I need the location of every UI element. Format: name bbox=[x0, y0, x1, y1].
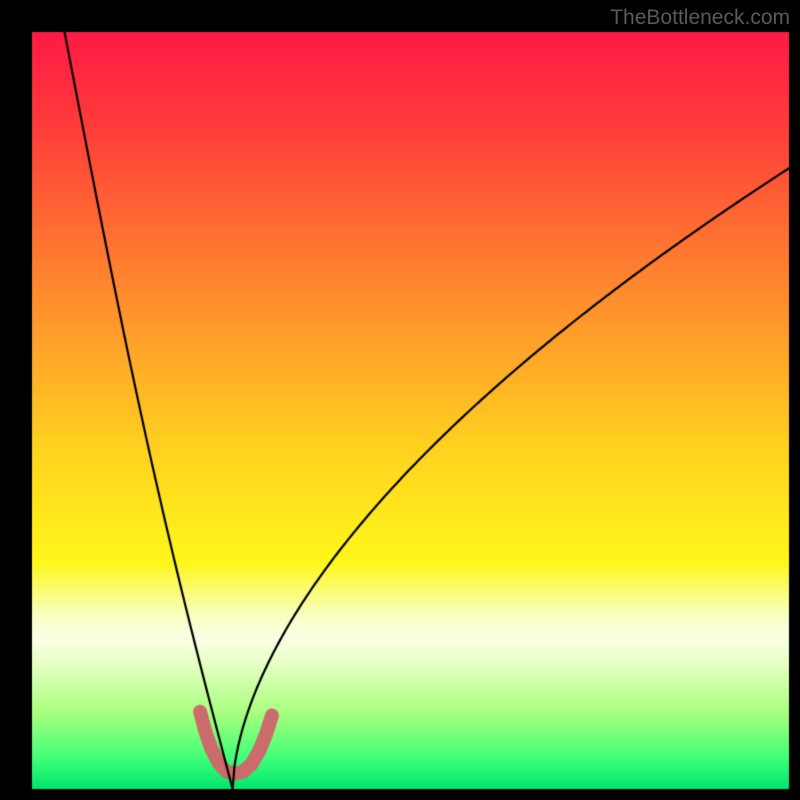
bottleneck-chart-canvas bbox=[0, 0, 800, 800]
watermark-text: TheBottleneck.com bbox=[610, 6, 790, 30]
chart-container: TheBottleneck.com bbox=[0, 0, 800, 800]
